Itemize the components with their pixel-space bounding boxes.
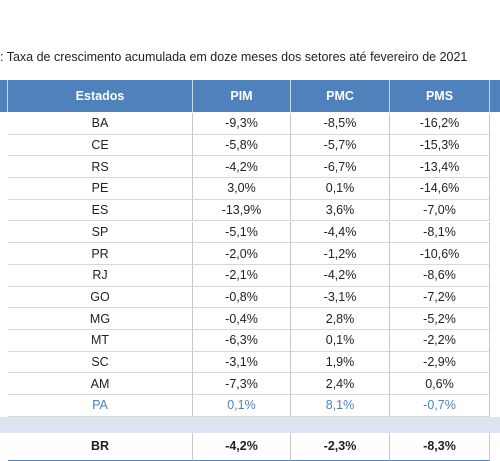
table-cell: -13,9% (193, 199, 291, 222)
table-cell: -0,8% (193, 286, 291, 309)
table-cell: -6,3% (193, 330, 291, 352)
table-cell: 0,6% (390, 373, 490, 396)
table-cell: AM (8, 373, 193, 396)
table-cell: -3,1% (291, 286, 390, 309)
table-row: SC -3,1% 1,9% -2,9% (0, 351, 500, 374)
table-cell: -4,2% (193, 156, 291, 179)
table-cell: 2,8% (291, 308, 390, 330)
table-cell: 1,9% (291, 351, 390, 374)
table-cell: -10,6% (390, 243, 490, 265)
table-cell: GO (8, 286, 193, 309)
table-cell: ES (8, 199, 193, 222)
table-cell: PR (8, 243, 193, 265)
table-cell: 8,1% (291, 395, 390, 417)
table-cell: -2,2% (390, 330, 490, 352)
table-cell: -2,1% (193, 264, 291, 287)
table-cell: -1,2% (291, 243, 390, 265)
table-cell: -2,3% (291, 432, 390, 461)
table-cell: -0,7% (390, 395, 490, 417)
table-row: BA -9,3% -8,5% -16,2% (0, 113, 500, 135)
table-title: : Taxa de crescimento acumulada em doze … (0, 50, 468, 64)
table-cell: -6,7% (291, 156, 390, 179)
table-cell: -5,7% (291, 134, 390, 157)
table-row: MT -6,3% 0,1% -2,2% (0, 330, 500, 352)
table-cell: -9,3% (193, 113, 291, 135)
table-cell: PE (8, 178, 193, 200)
table-row: ES -13,9% 3,6% -7,0% (0, 199, 500, 222)
table-cell: -2,9% (390, 351, 490, 374)
table-cell: 0,1% (291, 330, 390, 352)
table-cell: RJ (8, 264, 193, 287)
table-cell: MG (8, 308, 193, 330)
table-cell: -15,3% (390, 134, 490, 157)
table-cell: -8,6% (390, 264, 490, 287)
table-cell: BR (8, 432, 193, 461)
table-cell: -7,0% (390, 199, 490, 222)
table-row: RJ -2,1% -4,2% -8,6% (0, 264, 500, 287)
table-cell: -7,2% (390, 286, 490, 309)
table-cell: 0,1% (193, 395, 291, 417)
table-cell: -4,2% (193, 432, 291, 461)
table-cell: 3,6% (291, 199, 390, 222)
table-cell: SC (8, 351, 193, 374)
table-cell: -5,8% (193, 134, 291, 157)
table-cell: 3,0% (193, 178, 291, 200)
table-cell: -2,0% (193, 243, 291, 265)
table-row: PR -2,0% -1,2% -10,6% (0, 243, 500, 265)
table-cell: BA (8, 113, 193, 135)
table-cell: PA (8, 395, 193, 417)
table-row: CE -5,8% -5,7% -15,3% (0, 134, 500, 157)
table-cell: -16,2% (390, 113, 490, 135)
total-row: BR -4,2% -2,3% -8,3% (0, 432, 500, 461)
table-cell: PMS (390, 80, 490, 112)
table-row: PA 0,1% 8,1% -0,7% (0, 395, 500, 417)
table-cell: -4,2% (291, 264, 390, 287)
table-row: MG -0,4% 2,8% -5,2% (0, 308, 500, 330)
spacer-row (0, 416, 500, 433)
table-cell: -5,1% (193, 221, 291, 244)
table-cell: PIM (193, 80, 291, 112)
table-cell: 0,1% (291, 178, 390, 200)
table-cell: RS (8, 156, 193, 179)
table-cell: -13,4% (390, 156, 490, 179)
table-cell: -0,4% (193, 308, 291, 330)
table-cell: -7,3% (193, 373, 291, 396)
header-row: Estados PIM PMC PMS (0, 80, 500, 112)
table-row: GO -0,8% -3,1% -7,2% (0, 286, 500, 309)
table-row: SP -5,1% -4,4% -8,1% (0, 221, 500, 244)
table-row: RS -4,2% -6,7% -13,4% (0, 156, 500, 179)
table-row: PE 3,0% 0,1% -14,6% (0, 178, 500, 200)
table-cell: MT (8, 330, 193, 352)
table-cell: -14,6% (390, 178, 490, 200)
table-cell: -5,2% (390, 308, 490, 330)
table-cell: PMC (291, 80, 390, 112)
table-cell: -4,4% (291, 221, 390, 244)
table-cell: SP (8, 221, 193, 244)
table-cell: -3,1% (193, 351, 291, 374)
table-row: AM -7,3% 2,4% 0,6% (0, 373, 500, 396)
table-cell: -8,5% (291, 113, 390, 135)
table-cell: Estados (8, 80, 193, 112)
table-cell: CE (8, 134, 193, 157)
header-edge (0, 80, 8, 112)
table-cell: 2,4% (291, 373, 390, 396)
table-cell: -8,3% (390, 432, 490, 461)
table-cell: -8,1% (390, 221, 490, 244)
